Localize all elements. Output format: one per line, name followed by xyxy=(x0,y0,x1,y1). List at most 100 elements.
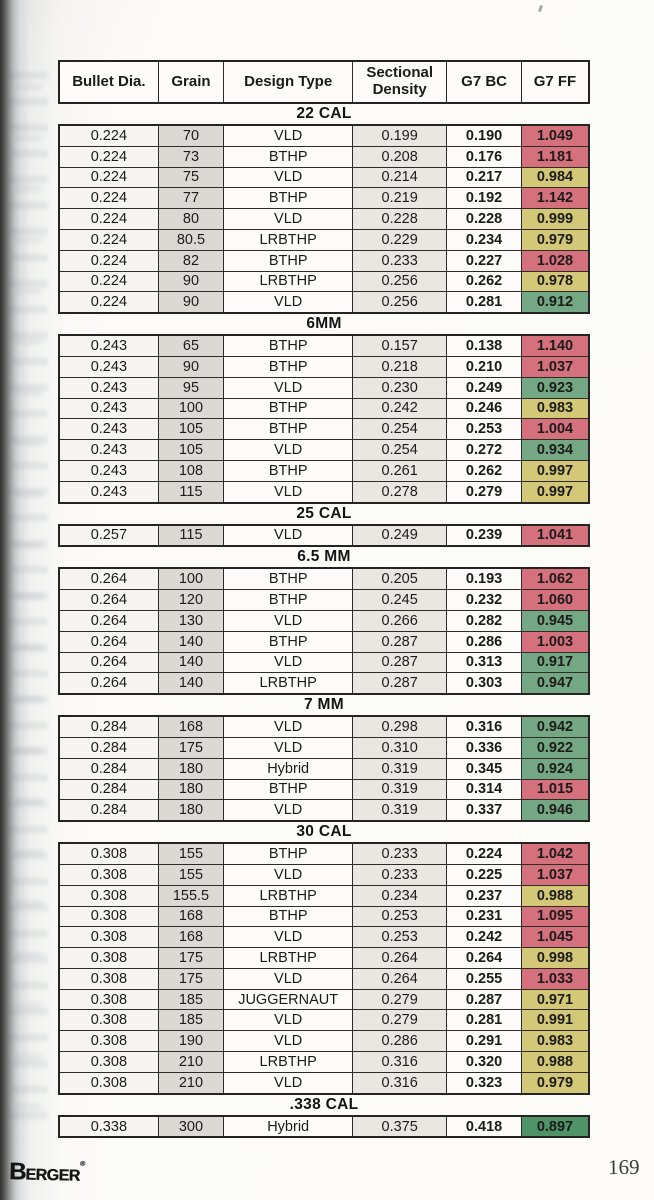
table-row: 0.243 115 VLD 0.278 0.279 0.997 xyxy=(58,480,590,504)
cell-sectional-density: 0.249 xyxy=(352,524,448,547)
table-row: 0.284 168 VLD 0.298 0.316 0.942 xyxy=(58,715,590,738)
cell-g7-ff: 1.003 xyxy=(520,630,590,653)
cell-bullet-dia: 0.264 xyxy=(58,589,159,611)
table-row: 0.224 90 LRBTHP 0.256 0.262 0.978 xyxy=(58,270,590,293)
cell-design-type: BTHP xyxy=(223,187,354,210)
cell-grain: 140 xyxy=(157,672,225,695)
cell-design-type: VLD xyxy=(223,1030,354,1053)
cell-g7-ff: 1.041 xyxy=(520,524,590,547)
cell-grain: 100 xyxy=(157,397,225,420)
table-row: 0.243 105 BTHP 0.254 0.253 1.004 xyxy=(58,418,590,441)
cell-bullet-dia: 0.308 xyxy=(58,967,159,990)
cell-bullet-dia: 0.224 xyxy=(58,270,159,293)
cell-g7-ff: 0.979 xyxy=(520,228,590,251)
cell-g7-bc: 0.282 xyxy=(446,609,522,632)
table-row: 0.308 155.5 LRBTHP 0.234 0.237 0.988 xyxy=(58,884,590,907)
cell-design-type: LRBTHP xyxy=(223,884,354,907)
table-row: 0.284 180 BTHP 0.319 0.314 1.015 xyxy=(58,778,590,801)
cell-sectional-density: 0.208 xyxy=(352,145,448,168)
cell-g7-ff: 0.922 xyxy=(520,736,590,759)
section-caption: 25 CAL xyxy=(296,504,352,522)
cell-g7-ff: 0.997 xyxy=(520,480,590,504)
cell-sectional-density: 0.233 xyxy=(352,863,448,886)
cell-grain: 168 xyxy=(157,905,225,928)
cell-design-type: LRBTHP xyxy=(223,672,354,695)
cell-bullet-dia: 0.264 xyxy=(58,567,159,591)
cell-g7-bc: 0.281 xyxy=(446,291,522,314)
cell-bullet-dia: 0.224 xyxy=(58,166,159,189)
cell-bullet-dia: 0.308 xyxy=(58,863,159,886)
cell-design-type: VLD xyxy=(223,480,354,504)
cell-g7-bc: 0.242 xyxy=(446,926,522,949)
table-row: 0.224 73 BTHP 0.208 0.176 1.181 xyxy=(58,145,590,168)
cell-grain: 90 xyxy=(157,355,225,378)
section-table: 0.243 65 BTHP 0.157 0.138 1.140 0.243 90 BTHP 0.2… xyxy=(58,334,590,504)
cell-g7-ff: 0.997 xyxy=(520,459,590,482)
cell-grain: 65 xyxy=(157,334,225,357)
cell-sectional-density: 0.218 xyxy=(352,355,448,378)
cell-g7-bc: 0.190 xyxy=(446,124,522,147)
cell-design-type: Hybrid xyxy=(223,1115,354,1138)
cell-g7-bc: 0.210 xyxy=(446,355,522,378)
cell-grain: 140 xyxy=(157,651,225,674)
cell-g7-ff: 0.998 xyxy=(520,947,590,969)
berger-logo-initial: B xyxy=(8,1158,26,1186)
header-row: Bullet Dia. Grain Design Type Sectional … xyxy=(58,60,590,104)
cell-g7-ff: 0.947 xyxy=(520,672,590,695)
cell-g7-bc: 0.314 xyxy=(446,778,522,801)
cell-grain: 130 xyxy=(157,609,225,632)
cell-grain: 175 xyxy=(157,736,225,759)
cell-g7-bc: 0.237 xyxy=(446,884,522,907)
cell-design-type: BTHP xyxy=(223,630,354,653)
cell-sectional-density: 0.254 xyxy=(352,439,448,461)
table-row: 0.243 108 BTHP 0.261 0.262 0.997 xyxy=(58,459,590,482)
cell-grain: 120 xyxy=(157,589,225,611)
cell-design-type: BTHP xyxy=(223,459,354,482)
cell-g7-bc: 0.193 xyxy=(446,567,522,591)
cell-grain: 155.5 xyxy=(157,884,225,907)
header-sectional-density: Sectional Density xyxy=(352,60,448,104)
cell-g7-ff: 1.015 xyxy=(520,778,590,801)
cell-g7-bc: 0.217 xyxy=(446,166,522,189)
cell-g7-bc: 0.255 xyxy=(446,967,522,990)
cell-grain: 108 xyxy=(157,459,225,482)
scan-speck xyxy=(537,4,544,13)
cell-g7-ff: 0.988 xyxy=(520,1051,590,1073)
cell-bullet-dia: 0.243 xyxy=(58,480,159,504)
cell-grain: 210 xyxy=(157,1071,225,1095)
cell-g7-bc: 0.232 xyxy=(446,589,522,611)
cell-grain: 90 xyxy=(157,270,225,293)
cell-grain: 100 xyxy=(157,567,225,591)
cell-g7-ff: 0.917 xyxy=(520,651,590,674)
cell-g7-bc: 0.313 xyxy=(446,651,522,674)
cell-bullet-dia: 0.243 xyxy=(58,355,159,378)
table-row: 0.224 80.5 LRBTHP 0.229 0.234 0.979 xyxy=(58,228,590,251)
section-table: 0.224 70 VLD 0.199 0.190 1.049 0.224 73 BTHP 0.20… xyxy=(58,124,590,315)
cell-bullet-dia: 0.224 xyxy=(58,291,159,314)
cell-g7-ff: 0.897 xyxy=(520,1115,590,1138)
section-table: 0.284 168 VLD 0.298 0.316 0.942 0.284 175 VLD 0.3… xyxy=(58,715,590,823)
cell-bullet-dia: 0.284 xyxy=(58,736,159,759)
cell-sectional-density: 0.253 xyxy=(352,905,448,928)
cell-design-type: BTHP xyxy=(223,249,354,272)
cell-g7-bc: 0.253 xyxy=(446,418,522,441)
table-row: 0.338 300 Hybrid 0.375 0.418 0.897 xyxy=(58,1115,590,1138)
cell-sectional-density: 0.242 xyxy=(352,397,448,420)
cell-g7-ff: 0.984 xyxy=(520,166,590,189)
table-row: 0.308 210 VLD 0.316 0.323 0.979 xyxy=(58,1071,590,1095)
cell-design-type: BTHP xyxy=(223,842,354,865)
ballistics-table-area: Bullet Dia. Grain Design Type Sectional … xyxy=(58,60,590,1139)
cell-sectional-density: 0.234 xyxy=(352,884,448,907)
table-row: 0.264 100 BTHP 0.205 0.193 1.062 xyxy=(58,567,590,591)
table-sections: 22 CAL 0.224 70 VLD 0.199 0.190 1.049 0.224 73 BT… xyxy=(58,105,590,1139)
cell-g7-ff: 0.983 xyxy=(520,1030,590,1053)
table-row: 0.243 100 BTHP 0.242 0.246 0.983 xyxy=(58,397,590,420)
cell-sectional-density: 0.233 xyxy=(352,249,448,272)
cell-design-type: LRBTHP xyxy=(223,1051,354,1073)
section-caption: 6.5 MM xyxy=(297,548,351,566)
cell-g7-bc: 0.249 xyxy=(446,376,522,399)
cell-sectional-density: 0.298 xyxy=(352,715,448,738)
section-caption: 7 MM xyxy=(304,696,344,714)
cell-g7-ff: 0.945 xyxy=(520,609,590,632)
cell-g7-ff: 0.971 xyxy=(520,988,590,1011)
